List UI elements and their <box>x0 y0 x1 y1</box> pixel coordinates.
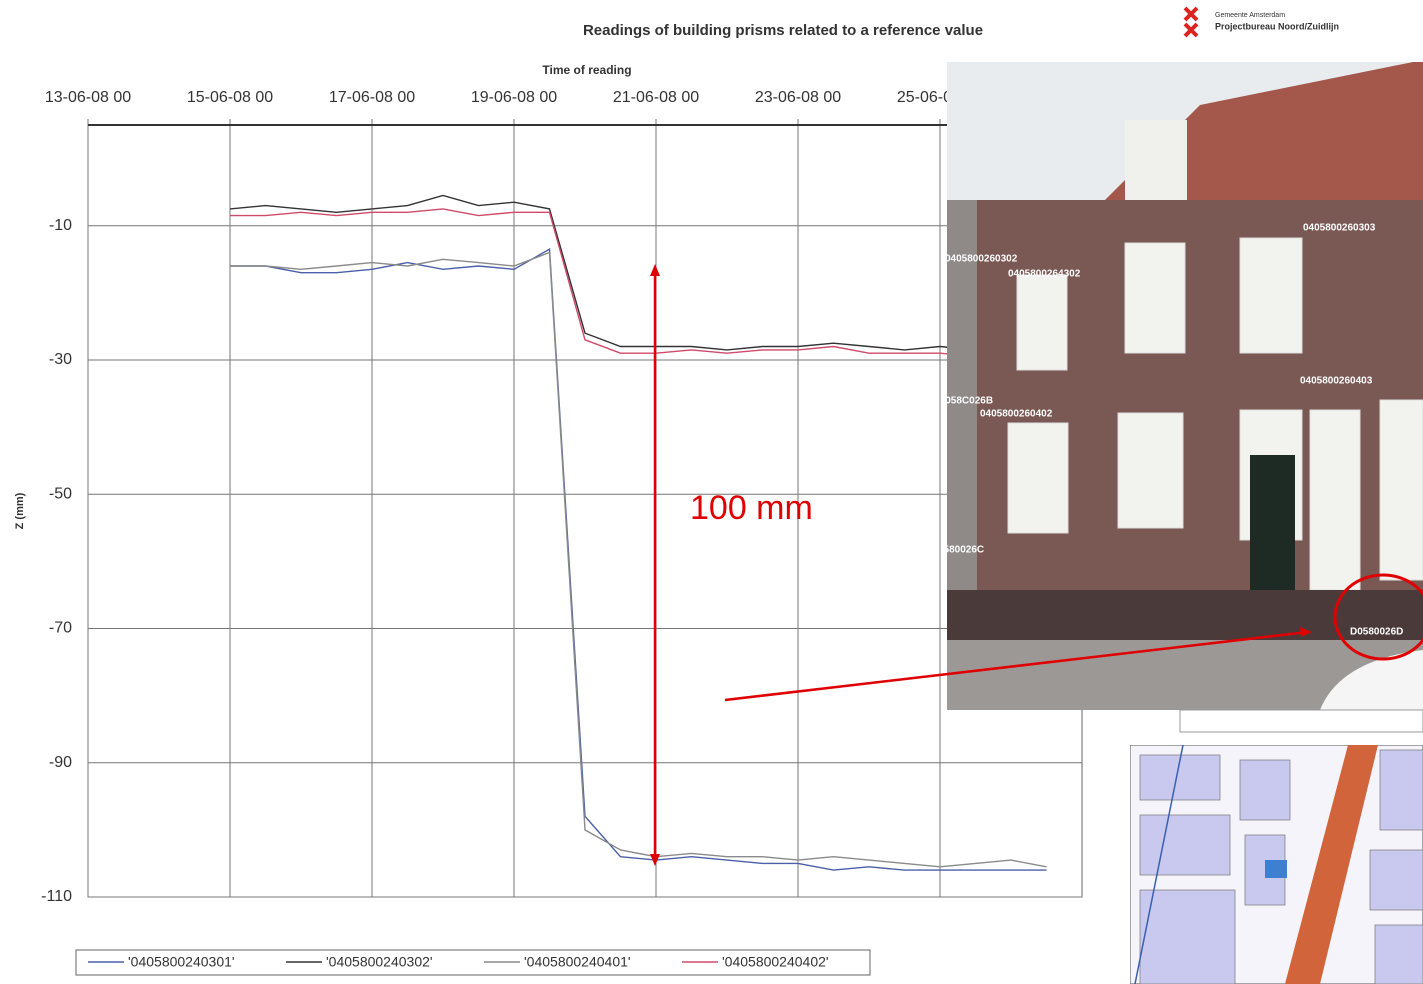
y-tick-label: -50 <box>49 485 72 502</box>
y-axis-label: Z (mm) <box>14 492 26 529</box>
legend-box <box>75 949 871 976</box>
prism-label: 0405800264302 <box>1008 269 1081 280</box>
x-axis-label: Time of reading <box>542 63 631 77</box>
chart-title: Readings of building prisms related to a… <box>583 22 983 39</box>
series-line <box>229 194 976 351</box>
plot: -10 -30 -50 -70 -90 -110 13-06-08 00 15-06-08 0… <box>41 89 1083 905</box>
prism-label: D058C026B <box>938 396 993 407</box>
arrow <box>650 264 1423 866</box>
x-tick-label: 13-06-08 00 <box>45 89 131 106</box>
legend-label: '0405800240401' <box>524 954 631 970</box>
x-tick-label: 17-06-08 00 <box>329 89 415 106</box>
x-tick-label: 19-06-08 00 <box>471 89 557 106</box>
photo: 0405800260303 0405800260302 0405800264302 0… <box>938 62 1423 710</box>
prism-label: 0405800260402 <box>980 409 1053 420</box>
prism-label: D0580026D <box>1350 627 1403 638</box>
legend-label: '0405800240302' <box>326 954 433 970</box>
x-tick-label: 23-06-08 00 <box>755 89 841 106</box>
x-tick-label: 21-06-08 00 <box>613 89 699 106</box>
logo-line1: Gemeente Amsterdam <box>1215 12 1285 19</box>
car <box>1320 650 1423 710</box>
y-tick-label: -30 <box>49 351 72 368</box>
series-line <box>230 251 1047 868</box>
y-tick-label: -110 <box>41 888 72 905</box>
prism-label: 0405800260302 <box>945 254 1018 265</box>
y-tick-label: -10 <box>49 217 72 234</box>
logo: Gemeente Amsterdam Projectbureau Noord/Z… <box>1183 6 1339 38</box>
frame <box>1179 709 1423 733</box>
windows <box>1007 237 1423 591</box>
prism-label: 0405800260403 <box>1300 376 1373 387</box>
series-line <box>230 248 1047 871</box>
legend-label: '0405800240402' <box>722 954 829 970</box>
legend: '0405800240301' '0405800240302' '040580024… <box>75 949 871 976</box>
map <box>1130 745 1423 984</box>
plot-area <box>87 124 1083 898</box>
series-line <box>230 208 976 358</box>
annotation: 100 mm <box>690 489 813 527</box>
prism-label: 0405800260303 <box>1303 223 1376 234</box>
prism-label: 0580026C <box>938 545 984 556</box>
logo-line2: Projectbureau Noord/Zuidlijn <box>1215 21 1339 31</box>
y-tick-label: -90 <box>49 754 72 771</box>
y-tick-label: -70 <box>49 620 72 637</box>
x-tick-label: 15-06-08 00 <box>187 89 273 106</box>
legend-label: '0405800240301' <box>128 954 235 970</box>
dormer <box>1125 120 1187 215</box>
